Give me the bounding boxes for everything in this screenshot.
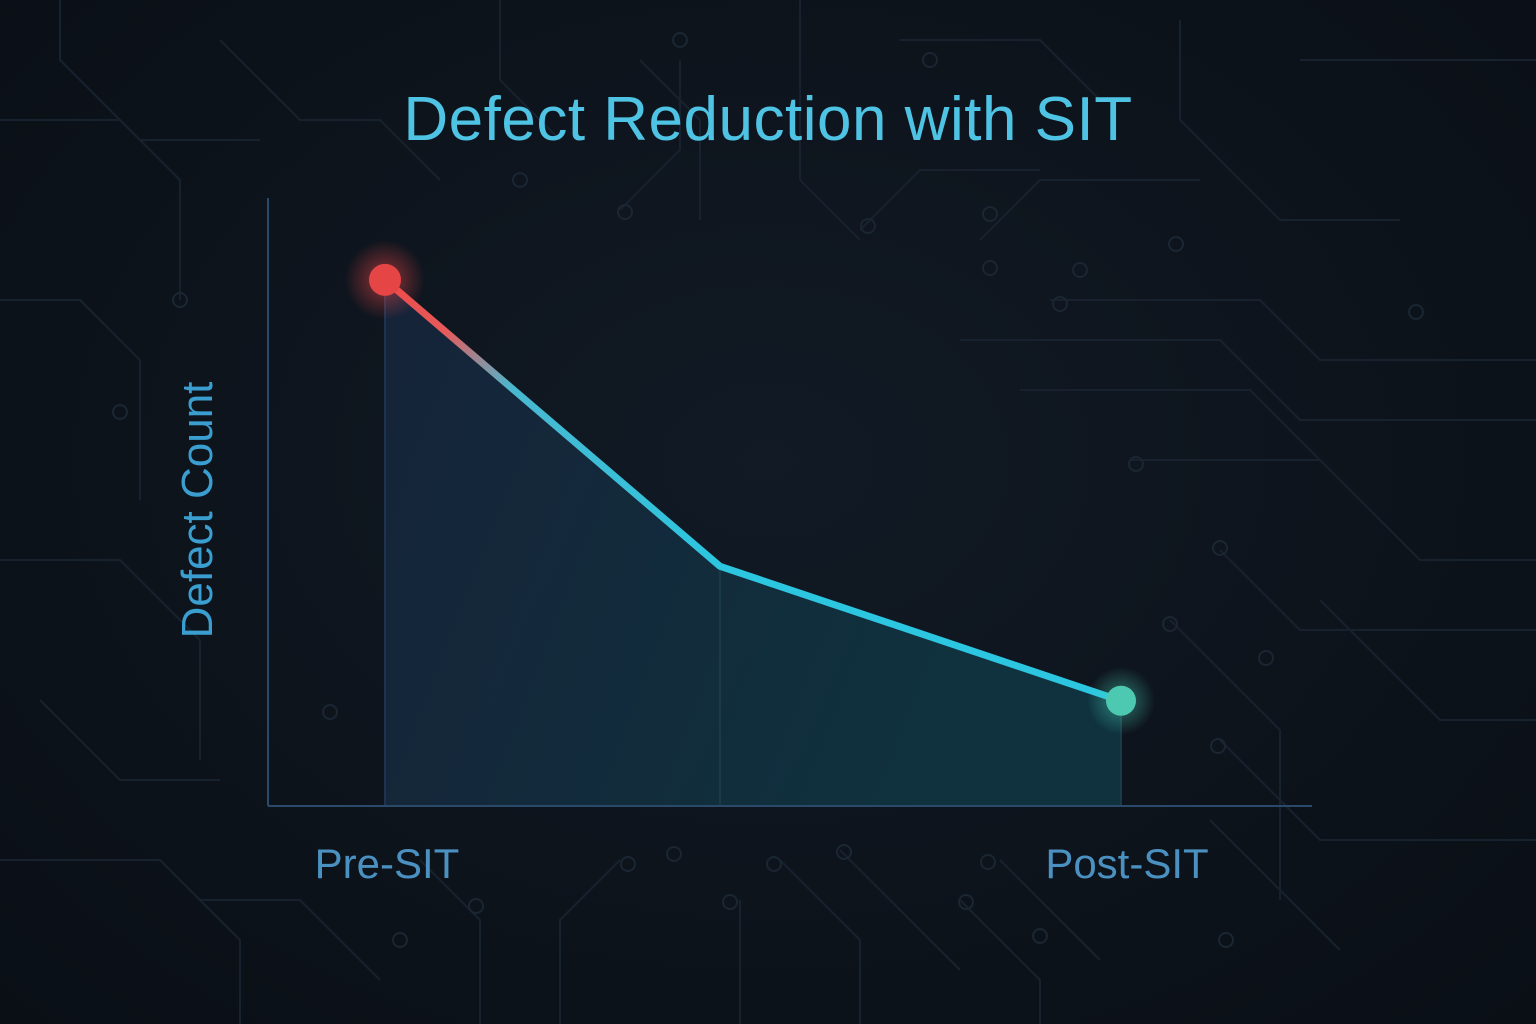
start-data-point	[369, 263, 401, 296]
series-line	[381, 276, 1125, 705]
x-tick-labels: Pre-SIT Post-SIT	[315, 840, 1209, 887]
end-data-point	[1106, 685, 1136, 716]
y-axis-label: Defect Count	[173, 382, 222, 639]
chart-title: Defect Reduction with SIT	[403, 85, 1133, 154]
area-fill	[385, 279, 1121, 806]
x-tick-label: Pre-SIT	[315, 840, 460, 887]
x-tick-label: Post-SIT	[1045, 840, 1208, 887]
data-points	[345, 239, 1155, 735]
